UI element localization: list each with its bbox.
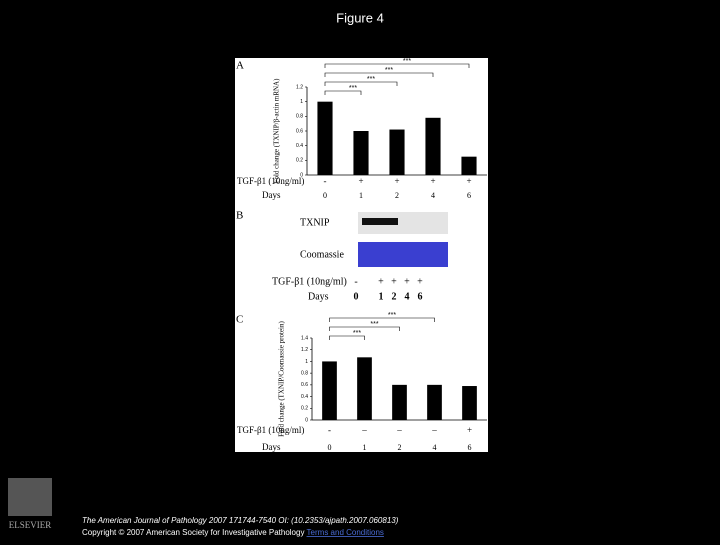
treatment-label: – [361, 425, 367, 435]
x-tick-label: 2 [398, 443, 402, 452]
panel-label: A [236, 60, 244, 72]
y-tick-label: 0.2 [296, 158, 303, 164]
bar [357, 357, 372, 420]
bar [317, 101, 333, 175]
significance-bracket [324, 63, 470, 68]
significance-bracket [329, 326, 400, 331]
row-label: TGF-β1 (10ng/ml) [272, 276, 347, 287]
x-tick-label: 1 [359, 191, 363, 200]
y-tick-label: 0.4 [296, 143, 303, 149]
treatment-label: - [328, 425, 331, 435]
y-tick-label: 1 [305, 359, 308, 365]
day-label: 2 [392, 291, 397, 302]
bar [322, 361, 337, 420]
x-tick-label: 6 [468, 443, 472, 452]
panel-label: C [236, 314, 243, 326]
treatment-label: + [394, 176, 399, 186]
significance-label: *** [370, 321, 378, 328]
treatment-label: + [467, 425, 472, 435]
x-tick-label: 4 [431, 191, 435, 200]
x-tick-label: 6 [467, 191, 471, 200]
row-label: Days [308, 291, 329, 302]
row-label: Days [262, 442, 281, 452]
row-label: TGF-β1 (10ng/ml) [237, 425, 304, 435]
treatment-label: + [391, 276, 397, 287]
y-tick-label: 0.6 [301, 382, 308, 388]
treatment-label: – [431, 425, 437, 435]
x-tick-label: 0 [323, 191, 327, 200]
bar [389, 129, 405, 175]
significance-label: *** [349, 85, 357, 92]
day-label: 0 [354, 291, 359, 302]
blot-row-label: Coomassie [300, 249, 344, 260]
treatment-label: – [396, 425, 402, 435]
y-tick-label: 1.2 [296, 84, 303, 90]
blot-row-label: TXNIP [300, 217, 330, 228]
significance-bracket [324, 72, 434, 77]
copyright-line: Copyright © 2007 American Society for In… [82, 528, 384, 537]
significance-bracket [324, 81, 398, 86]
y-tick-label: 0 [300, 172, 303, 178]
treatment-label: + [417, 276, 423, 287]
day-label: 1 [379, 291, 384, 302]
treatment-label: + [358, 176, 363, 186]
row-label: Days [262, 190, 281, 200]
row-label: TGF-β1 (10ng/ml) [237, 176, 304, 186]
bar [353, 131, 369, 175]
logo-image [8, 478, 52, 516]
y-tick-label: 0.8 [301, 370, 308, 376]
x-tick-label: 2 [395, 191, 399, 200]
bar [425, 117, 441, 175]
panel-label: B [236, 210, 243, 222]
x-tick-label: 4 [433, 443, 437, 452]
logo: ELSEVIER [8, 478, 52, 530]
copyright: Copyright © 2007 American Society for In… [82, 528, 304, 537]
terms-link[interactable]: Terms and Conditions [307, 528, 384, 537]
slide-title: Figure 4 [336, 10, 384, 25]
blot: B TXNIP Coomassie TGF-β1 (10ng/ml) Days [236, 210, 448, 302]
y-tick-label: 1.2 [301, 347, 308, 353]
day-label: 4 [405, 291, 410, 302]
treatment-label: - [324, 176, 327, 186]
significance-label: *** [385, 67, 393, 74]
significance-bracket [324, 90, 362, 95]
treatment-label: + [404, 276, 410, 287]
citation-text: The American Journal of Pathology 2007 1… [82, 516, 399, 525]
bar [462, 386, 477, 420]
significance-bracket [329, 335, 365, 340]
significance-label: *** [353, 330, 361, 337]
y-tick-label: 0 [305, 417, 308, 423]
significance-label: *** [403, 58, 411, 65]
blot-band [362, 218, 398, 225]
citation: The American Journal of Pathology 2007 1… [82, 516, 399, 525]
significance-label: *** [367, 76, 375, 83]
y-tick-label: 0.6 [296, 128, 303, 134]
x-tick-label: 0 [328, 443, 332, 452]
treatment-label: - [354, 276, 357, 287]
treatment-label: + [378, 276, 384, 287]
y-tick-label: 1.4 [301, 335, 308, 341]
significance-bracket [329, 317, 435, 322]
blot-lane [358, 212, 448, 234]
y-tick-label: 0.4 [301, 394, 308, 400]
y-tick-label: 1 [300, 99, 303, 105]
x-tick-label: 1 [363, 443, 367, 452]
day-label: 6 [418, 291, 423, 302]
logo-text: ELSEVIER [9, 520, 52, 530]
y-axis-label: Fold change (TXNIP/Coomassie protein) [278, 321, 286, 437]
bar [427, 384, 442, 420]
blot-lane [358, 242, 448, 267]
treatment-label: + [466, 176, 471, 186]
bar [461, 156, 477, 175]
treatment-label: + [430, 176, 435, 186]
y-axis-label: Fold change (TXNIP/β-actin mRNA) [273, 78, 281, 184]
significance-label: *** [388, 312, 396, 319]
y-tick-label: 0.2 [301, 406, 308, 412]
y-tick-label: 0.8 [296, 114, 303, 120]
bar [392, 384, 407, 420]
